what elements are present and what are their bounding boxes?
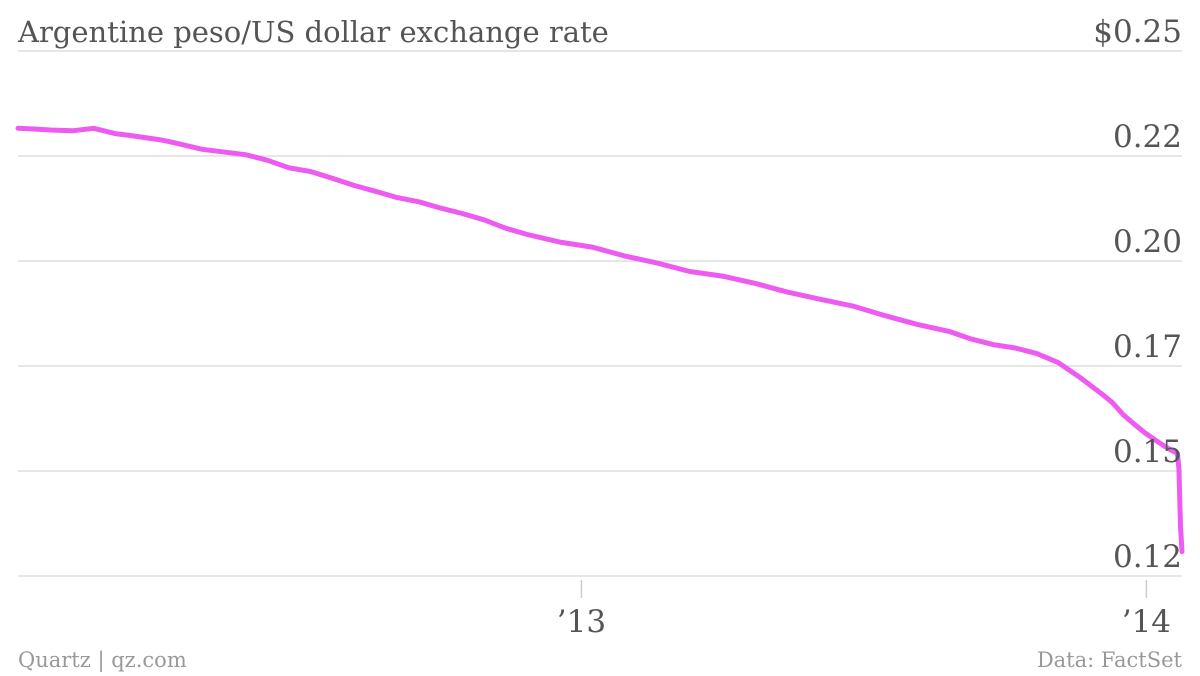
- gridlines: [18, 50, 1182, 577]
- y-axis-labels: $0.25 0.22 0.20 0.17 0.15 0.12: [1093, 14, 1182, 575]
- y-tick-label: 0.17: [1113, 329, 1182, 365]
- y-tick-label: 0.20: [1113, 224, 1182, 260]
- source-credit: Quartz | qz.com: [18, 648, 187, 673]
- y-tick-label: 0.15: [1113, 434, 1182, 470]
- x-tick-label: ’13: [557, 604, 606, 640]
- series-line-0: [15, 125, 1185, 555]
- y-tick-label: 0.12: [1113, 539, 1182, 575]
- x-tick-label: ’14: [1122, 604, 1171, 640]
- data-source: Data: FactSet: [1037, 648, 1183, 672]
- x-axis: ’13 ’14: [557, 580, 1171, 640]
- chart-title: Argentine peso/US dollar exchange rate: [17, 15, 609, 49]
- y-tick-label: $0.25: [1093, 14, 1182, 50]
- y-tick-label: 0.22: [1113, 119, 1182, 155]
- series-layer: [15, 125, 1185, 555]
